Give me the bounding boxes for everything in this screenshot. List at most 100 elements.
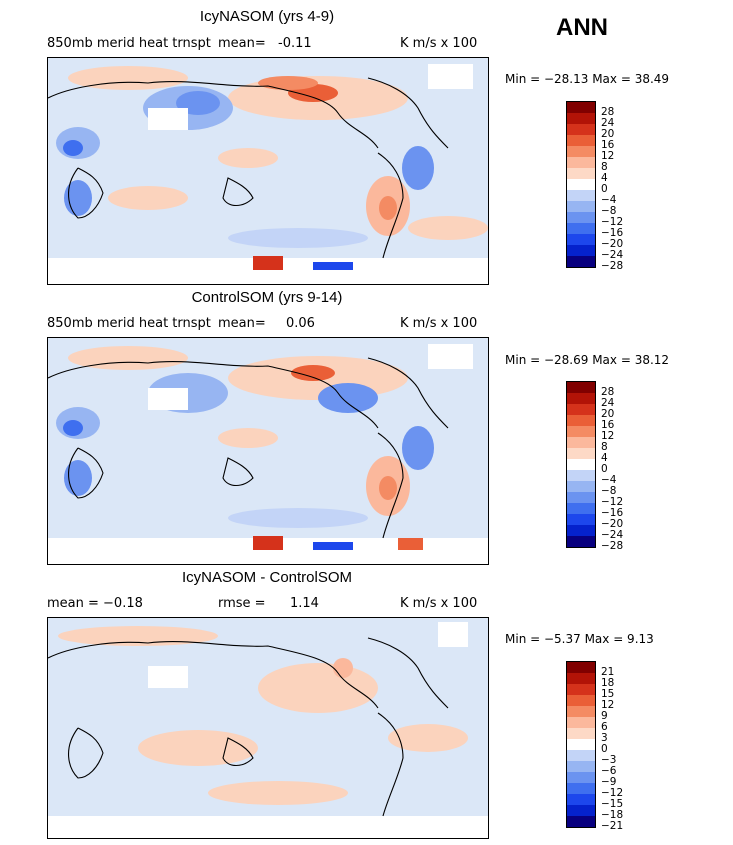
colorbar-swatch: [567, 415, 595, 426]
colorbar-swatch: [567, 135, 595, 146]
colorbar-swatch: [567, 234, 595, 245]
panel-2-mean-label: mean=: [218, 316, 266, 331]
panel-3-rmse-label: rmse =: [218, 596, 266, 611]
panel-2-units: K m/s x 100: [400, 316, 478, 331]
tick: 8: [601, 441, 608, 453]
colorbar-swatch: [567, 492, 595, 503]
colorbar-swatch: [567, 113, 595, 124]
tick: −28: [601, 540, 624, 552]
panel-2-mean-value: 0.06: [286, 316, 315, 331]
tick: 28: [601, 106, 615, 118]
tick: −8: [601, 205, 617, 217]
panel-2-map: [47, 337, 489, 565]
panel-2-title: ControlSOM (yrs 9-14): [191, 289, 343, 306]
colorbar-swatch: [567, 146, 595, 157]
season-label: ANN: [556, 14, 608, 41]
tick: 0: [601, 743, 608, 755]
tick: 24: [601, 117, 615, 129]
colorbar-swatch: [567, 223, 595, 234]
panel-3-colorbar-ticks: 21 18 15 12 9 6 3 0 −3 −6 −9 −12 −15 −18…: [601, 667, 623, 832]
tick: 16: [601, 139, 615, 151]
panel-2-colorbar: [566, 381, 596, 548]
colorbar-swatch: [567, 448, 595, 459]
tick: −4: [601, 194, 617, 206]
tick: −16: [601, 507, 624, 519]
tick: 4: [601, 452, 608, 464]
panel-3-units: K m/s x 100: [400, 596, 478, 611]
tick: −6: [601, 765, 617, 777]
colorbar-swatch: [567, 717, 595, 728]
colorbar-swatch: [567, 761, 595, 772]
tick: 12: [601, 150, 615, 162]
colorbar-swatch: [567, 470, 595, 481]
panel-2-colorbar-ticks: 28 24 20 16 12 8 4 0 −4 −8 −12 −16 −20 −…: [601, 387, 623, 552]
colorbar-swatch: [567, 426, 595, 437]
colorbar-swatch: [567, 706, 595, 717]
colorbar-swatch: [567, 750, 595, 761]
tick: 20: [601, 128, 615, 140]
tick: −28: [601, 260, 624, 272]
panel-1-min-max: Min = −28.13 Max = 38.49: [505, 72, 670, 86]
colorbar-swatch: [567, 673, 595, 684]
tick: −12: [601, 216, 624, 228]
panel-1-title: IcyNASOM (yrs 4-9): [199, 8, 335, 25]
colorbar-swatch: [567, 437, 595, 448]
tick: 6: [601, 721, 608, 733]
panel-1-colorbar-ticks: 28 24 20 16 12 8 4 0 −4 −8 −12 −16 −20 −…: [601, 107, 623, 272]
panel-1-units: K m/s x 100: [400, 36, 478, 51]
tick: 12: [601, 430, 615, 442]
tick: −20: [601, 518, 624, 530]
tick: −18: [601, 809, 624, 821]
panel-1-colorbar: [566, 101, 596, 268]
tick: −21: [601, 820, 624, 832]
colorbar-swatch: [567, 102, 595, 113]
colorbar-swatch: [567, 157, 595, 168]
tick: 18: [601, 677, 615, 689]
colorbar-swatch: [567, 168, 595, 179]
tick: −3: [601, 754, 617, 766]
panel-3-min-max: Min = −5.37 Max = 9.13: [505, 632, 654, 646]
tick: 12: [601, 699, 615, 711]
colorbar-swatch: [567, 256, 595, 267]
colorbar-swatch: [567, 728, 595, 739]
panel-1-mean-value: -0.11: [278, 36, 312, 51]
panel-2-field-label: 850mb merid heat trnspt: [47, 316, 211, 331]
colorbar-swatch: [567, 503, 595, 514]
colorbar-swatch: [567, 662, 595, 673]
tick: 3: [601, 732, 608, 744]
colorbar-swatch: [567, 739, 595, 750]
colorbar-swatch: [567, 481, 595, 492]
tick: −20: [601, 238, 624, 250]
colorbar-swatch: [567, 124, 595, 135]
colorbar-swatch: [567, 212, 595, 223]
panel-1-map: [47, 57, 489, 285]
colorbar-swatch: [567, 695, 595, 706]
panel-1-field-label: 850mb merid heat trnspt: [47, 36, 211, 51]
colorbar-swatch: [567, 794, 595, 805]
tick: −15: [601, 798, 624, 810]
colorbar-swatch: [567, 201, 595, 212]
colorbar-swatch: [567, 805, 595, 816]
colorbar-swatch: [567, 179, 595, 190]
colorbar-swatch: [567, 514, 595, 525]
tick: 0: [601, 183, 608, 195]
tick: 16: [601, 419, 615, 431]
colorbar-swatch: [567, 772, 595, 783]
panel-2-min-max: Min = −28.69 Max = 38.12: [505, 353, 670, 367]
tick: −24: [601, 529, 624, 541]
colorbar-swatch: [567, 536, 595, 547]
panel-1-mean-label: mean=: [218, 36, 266, 51]
tick: −16: [601, 227, 624, 239]
tick: 21: [601, 666, 615, 678]
tick: 0: [601, 463, 608, 475]
tick: −9: [601, 776, 617, 788]
tick: −12: [601, 496, 624, 508]
tick: −12: [601, 787, 624, 799]
colorbar-swatch: [567, 404, 595, 415]
colorbar-swatch: [567, 525, 595, 536]
tick: −24: [601, 249, 624, 261]
panel-3-colorbar: [566, 661, 596, 828]
colorbar-swatch: [567, 783, 595, 794]
panel-3-map: [47, 617, 489, 839]
colorbar-swatch: [567, 459, 595, 470]
